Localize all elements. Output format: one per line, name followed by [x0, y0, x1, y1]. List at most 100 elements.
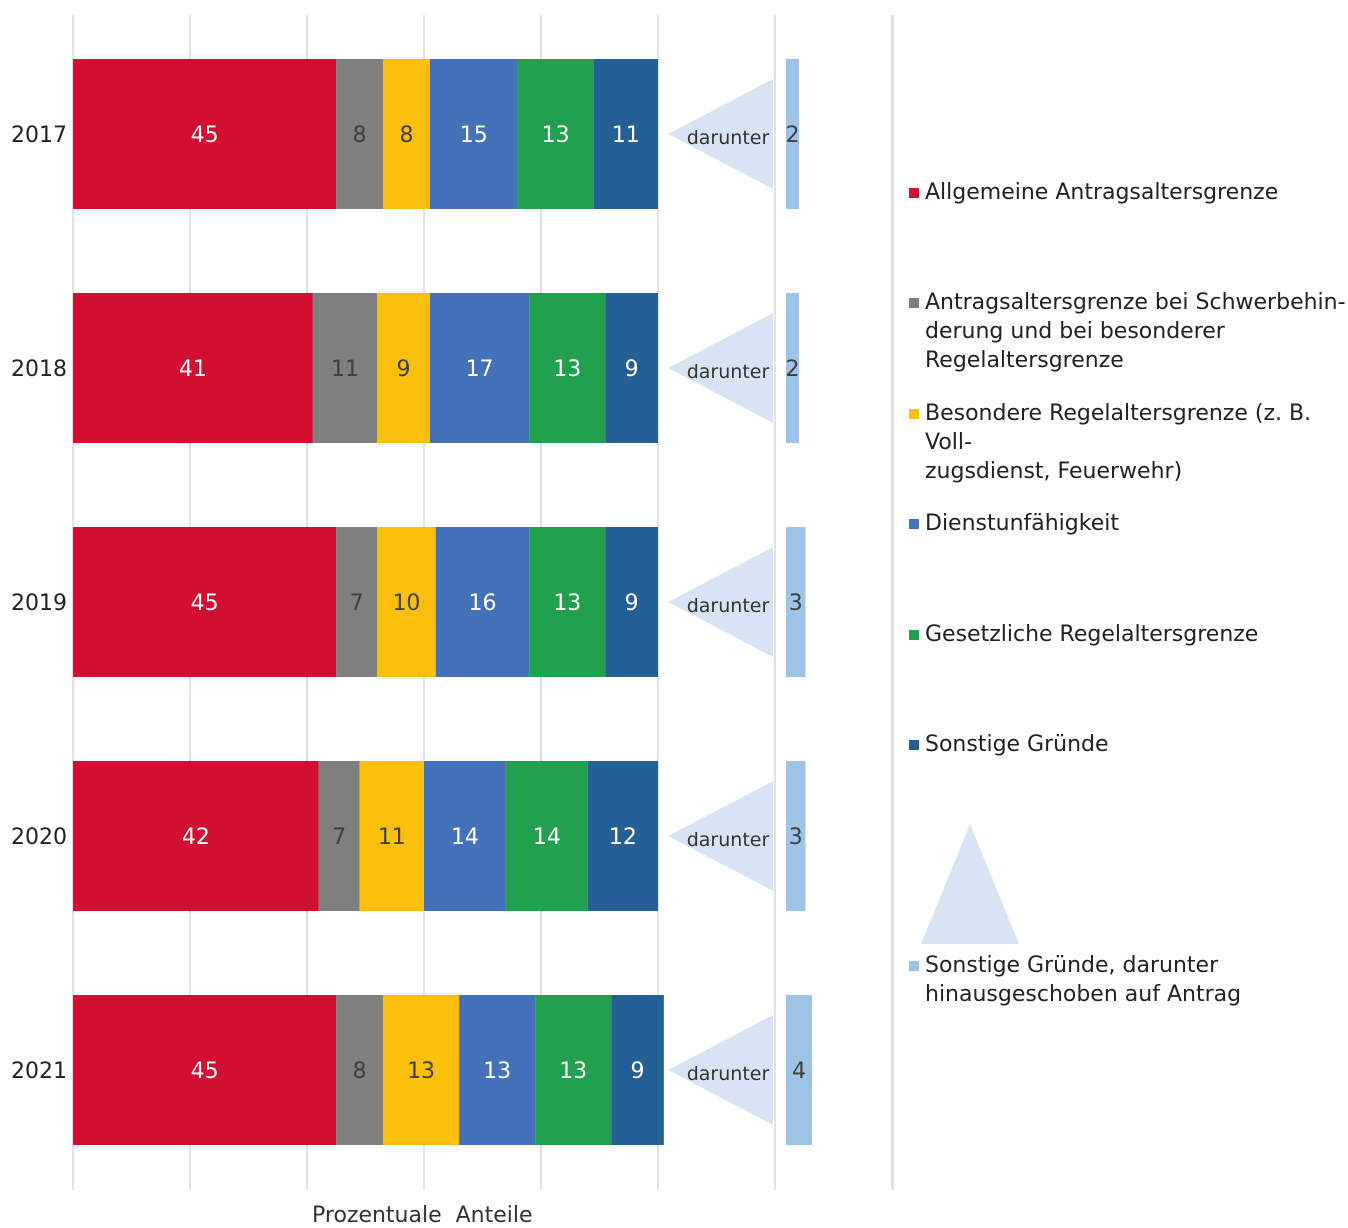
legend-label: Antragsaltersgrenze bei Schwerbehin- der…	[925, 290, 1346, 373]
category-label: 2019	[11, 591, 67, 616]
sub-bar	[786, 995, 812, 1145]
bar-segment	[611, 995, 664, 1145]
legend-label: Sonstige Gründe	[925, 732, 1109, 757]
data-label: 10	[392, 591, 420, 616]
x-axis-label: Prozentuale Anteile	[312, 1203, 533, 1228]
legend-label: Dienstunfähigkeit	[925, 511, 1119, 536]
annotation-label: darunter	[687, 127, 770, 149]
bar-segment	[73, 293, 313, 443]
data-label: 11	[612, 123, 640, 148]
data-label: 17	[466, 357, 494, 382]
bar-segment	[73, 59, 337, 209]
callout-triangle	[668, 313, 773, 423]
data-label: 8	[353, 1059, 367, 1084]
data-label: 16	[469, 591, 497, 616]
bar-segment	[318, 761, 360, 911]
callout-triangle	[668, 781, 773, 891]
bar-segment	[505, 761, 588, 911]
data-label: 13	[559, 1059, 587, 1084]
data-label: 7	[332, 825, 346, 850]
data-label: 13	[407, 1059, 435, 1084]
annotation-label: darunter	[687, 361, 770, 383]
data-label: 9	[397, 357, 411, 382]
callout-triangle	[668, 547, 773, 657]
bar-segment	[383, 59, 430, 209]
callout-triangle	[668, 1015, 773, 1125]
bar-segment	[435, 527, 530, 677]
bar-segment	[336, 527, 378, 677]
bar-segment	[535, 995, 612, 1145]
bar-segment	[605, 293, 658, 443]
legend-label: Sonstige Gründe, darunter hinausgeschobe…	[925, 953, 1242, 1007]
data-label: 9	[625, 357, 639, 382]
sub-bar	[786, 761, 806, 911]
sub-data-label: 4	[792, 1059, 806, 1084]
legend-swatch	[909, 409, 919, 419]
legend-item-gesetzliche-regelaltersgrenze: Gesetzliche Regelaltersgrenze	[909, 620, 1258, 649]
legend-swatch	[909, 630, 919, 640]
bar-segment	[593, 59, 658, 209]
bar-segment	[73, 761, 319, 911]
category-label: 2020	[11, 825, 67, 850]
sub-bar	[786, 59, 799, 209]
bar-segment	[429, 59, 518, 209]
annotation-label: darunter	[687, 595, 770, 617]
bar-segment	[429, 293, 530, 443]
legend-triangle-icon	[921, 824, 1019, 944]
data-label: 14	[451, 825, 479, 850]
data-label: 41	[179, 357, 207, 382]
data-label: 11	[378, 825, 406, 850]
sub-bar	[786, 293, 799, 443]
sub-data-label: 2	[786, 357, 800, 382]
bar-segment	[529, 293, 606, 443]
legend-label: Allgemeine Antragsaltersgrenze	[925, 180, 1279, 205]
data-label: 9	[625, 591, 639, 616]
bar-segment	[587, 761, 658, 911]
sub-data-label: 3	[789, 825, 803, 850]
bar-segment	[517, 59, 594, 209]
legend-item-allgemeine-antragsaltersgrenze: Allgemeine Antragsaltersgrenze	[909, 178, 1278, 207]
sub-data-label: 3	[789, 591, 803, 616]
data-label: 42	[182, 825, 210, 850]
data-label: 45	[191, 123, 219, 148]
legend-item-sonstige-gruende: Sonstige Gründe	[909, 730, 1109, 759]
legend-swatch	[909, 740, 919, 750]
sub-bar	[786, 527, 806, 677]
bar-segment	[377, 293, 430, 443]
bar-segment	[336, 59, 384, 209]
data-label: 7	[350, 591, 364, 616]
stacked-bar-chart: 2017 45 8 8 15 13 11 darunter 2 2018 41 11 9 17 13 9 dar…	[11, 15, 894, 1190]
data-label: 11	[331, 357, 359, 382]
category-label: 2018	[11, 357, 67, 382]
legend-swatch	[909, 519, 919, 529]
data-label: 13	[483, 1059, 511, 1084]
bar-segment	[312, 293, 378, 443]
bar-segment	[359, 761, 424, 911]
data-label: 13	[542, 123, 570, 148]
bar-segment	[73, 527, 337, 677]
legend-swatch	[909, 298, 919, 308]
bar-segment	[383, 995, 460, 1145]
legend-item-besondere-regelaltersgrenze: Besondere Regelaltersgrenze (z. B. Voll-…	[909, 399, 1348, 486]
legend-swatch	[909, 188, 919, 198]
data-label: 13	[553, 591, 581, 616]
bar-segment	[605, 527, 658, 677]
annotation-label: darunter	[687, 1063, 770, 1085]
annotation-label: darunter	[687, 829, 770, 851]
data-label: 15	[460, 123, 488, 148]
legend: Allgemeine Antragsaltersgrenze Antragsal…	[909, 0, 1348, 1228]
legend-item-hinausgeschoben: Sonstige Gründe, darunter hinausgeschobe…	[909, 951, 1241, 1009]
data-label: 13	[553, 357, 581, 382]
legend-item-dienstunfaehigkeit: Dienstunfähigkeit	[909, 509, 1119, 538]
data-label: 45	[191, 591, 219, 616]
data-label: 8	[399, 123, 413, 148]
category-label: 2021	[11, 1059, 67, 1084]
data-label: 9	[631, 1059, 645, 1084]
data-label: 8	[353, 123, 367, 148]
bar-segment	[377, 527, 436, 677]
sub-data-label: 2	[786, 123, 800, 148]
data-label: 14	[533, 825, 561, 850]
bar-segment	[73, 995, 337, 1145]
callout-triangle	[668, 79, 773, 189]
legend-label: Besondere Regelaltersgrenze (z. B. Voll-…	[925, 401, 1312, 484]
